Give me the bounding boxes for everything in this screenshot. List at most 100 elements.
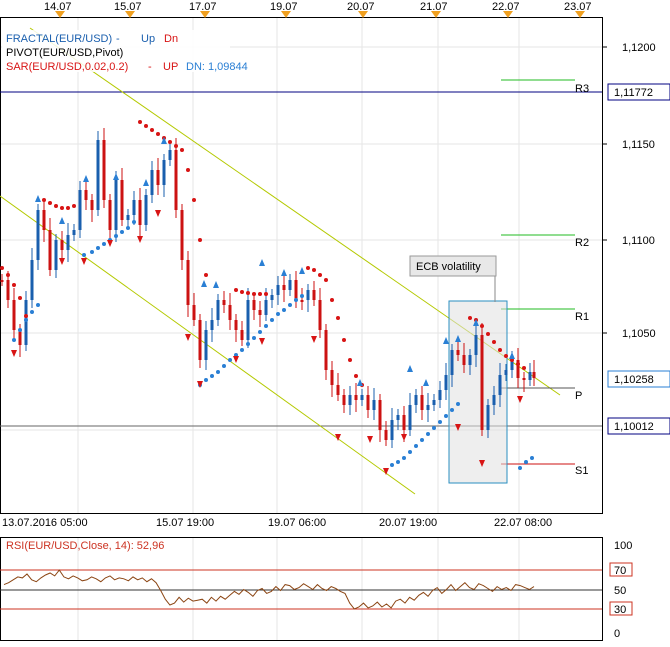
- sar-dot-dn: [246, 291, 250, 295]
- candle-body: [532, 372, 536, 378]
- fractal-dn-marker: [185, 334, 191, 341]
- sar-dot-up: [402, 456, 406, 460]
- candle-body: [408, 405, 412, 430]
- date-flag-label: 23.07: [564, 1, 592, 13]
- price-axis: 1,1200 1,1150 1,1100 1,1050: [602, 42, 656, 340]
- candle-body: [252, 300, 256, 310]
- date-flag-marker: [503, 11, 513, 18]
- candle-body: [138, 200, 142, 225]
- candle-body: [480, 335, 484, 430]
- time-label-2: 15.07 19:00: [156, 517, 214, 529]
- sar-dot-up: [282, 308, 286, 312]
- date-flag-label: 22.07: [492, 1, 520, 13]
- svg-text:1,11772: 1,11772: [614, 87, 653, 99]
- price-marker-1: 1,11772: [607, 83, 670, 101]
- sar-dot-dn: [516, 362, 520, 366]
- candle-body: [396, 415, 400, 420]
- candle-body: [354, 395, 358, 400]
- legend-pivot: PIVOT(EUR/USD,Pivot): [6, 47, 123, 59]
- candle-body: [282, 285, 286, 290]
- sar-dot-dn: [42, 198, 46, 202]
- sar-dot-dn: [18, 296, 22, 300]
- sar-dot-up: [426, 432, 430, 436]
- candle-body: [60, 240, 64, 250]
- candle-body: [528, 372, 532, 380]
- sar-dot-dn: [306, 266, 310, 270]
- candle-body: [192, 305, 196, 320]
- date-flag-marker: [431, 11, 441, 18]
- sar-dot-up: [276, 312, 280, 316]
- candle-body: [366, 395, 370, 410]
- candle-body: [372, 400, 376, 410]
- sar-dot-dn: [180, 148, 184, 152]
- sar-dot-up: [210, 374, 214, 378]
- sar-dot-dn: [498, 348, 502, 352]
- price-tick-3: 1,1100: [622, 235, 655, 247]
- ecb-annotation: ECB volatility: [409, 255, 497, 277]
- fractal-up-marker: [259, 259, 265, 266]
- sar-dot-up: [18, 328, 22, 332]
- legend-sar: SAR(EUR/USD,0.02,0.2): [6, 61, 128, 73]
- sar-dot-dn: [6, 273, 10, 277]
- candle-body: [180, 210, 184, 260]
- candle-body: [150, 170, 154, 195]
- sar-dot-up: [456, 402, 460, 406]
- sar-dot-dn: [156, 132, 160, 136]
- candle-body: [270, 295, 274, 300]
- sar-dot-up: [222, 364, 226, 368]
- sar-dot-up: [228, 358, 232, 362]
- sar-dot-up: [408, 450, 412, 454]
- candle-body: [384, 430, 388, 440]
- pivot-label-r2: R2: [575, 237, 589, 249]
- fractal-up-marker: [299, 267, 305, 274]
- candle-body: [102, 140, 106, 200]
- sar-dot-dn: [66, 206, 70, 210]
- fractal-up-marker: [161, 137, 167, 144]
- fractal-dn-marker: [107, 240, 113, 247]
- candle-body: [504, 370, 508, 375]
- sar-dot-up: [120, 230, 124, 234]
- sar-dot-dn: [264, 292, 268, 296]
- fractal-dn-marker: [233, 356, 239, 363]
- candle-body: [306, 290, 310, 300]
- candle-body: [342, 395, 346, 405]
- candle-body: [456, 350, 460, 355]
- candle-body: [18, 330, 22, 345]
- fractal-up-marker: [213, 281, 219, 288]
- sar-dot-up: [216, 370, 220, 374]
- sar-dot-up: [414, 444, 418, 448]
- rsi-line: [3, 569, 535, 610]
- candle-body: [360, 395, 364, 400]
- time-label-5: 22.07 08:00: [494, 517, 552, 529]
- date-flag-marker: [358, 11, 368, 18]
- sar-dot-dn: [192, 198, 196, 202]
- date-flag-marker: [125, 11, 135, 18]
- pivot-label-p: P: [575, 390, 582, 402]
- candle-body: [162, 160, 166, 185]
- sar-dot-up: [30, 310, 34, 314]
- candle-body: [114, 180, 118, 230]
- date-flag-label: 21.07: [420, 1, 448, 13]
- sar-dot-up: [432, 426, 436, 430]
- candle-body: [210, 320, 214, 330]
- sar-dot-up: [96, 246, 100, 250]
- candle-body: [222, 300, 226, 305]
- candle-body: [432, 400, 436, 405]
- candle-body: [66, 235, 70, 250]
- fractal-up-marker: [113, 173, 119, 180]
- sar-dot-dn: [234, 288, 238, 292]
- candle-body: [90, 200, 94, 210]
- sar-dot-up: [82, 253, 86, 257]
- candle-body: [444, 375, 448, 390]
- date-flag-label: 15.07: [114, 1, 142, 13]
- date-flag-2: 17.07: [189, 1, 217, 18]
- date-flag-marker: [200, 11, 210, 18]
- fractal-up-marker: [423, 379, 429, 386]
- sar-dot-dn: [204, 273, 208, 277]
- fractal-up-marker: [473, 319, 479, 326]
- candles: [0, 128, 536, 448]
- candle-body: [288, 280, 292, 290]
- svg-text:1,10258: 1,10258: [614, 374, 654, 386]
- sar-dot-dn: [468, 316, 472, 320]
